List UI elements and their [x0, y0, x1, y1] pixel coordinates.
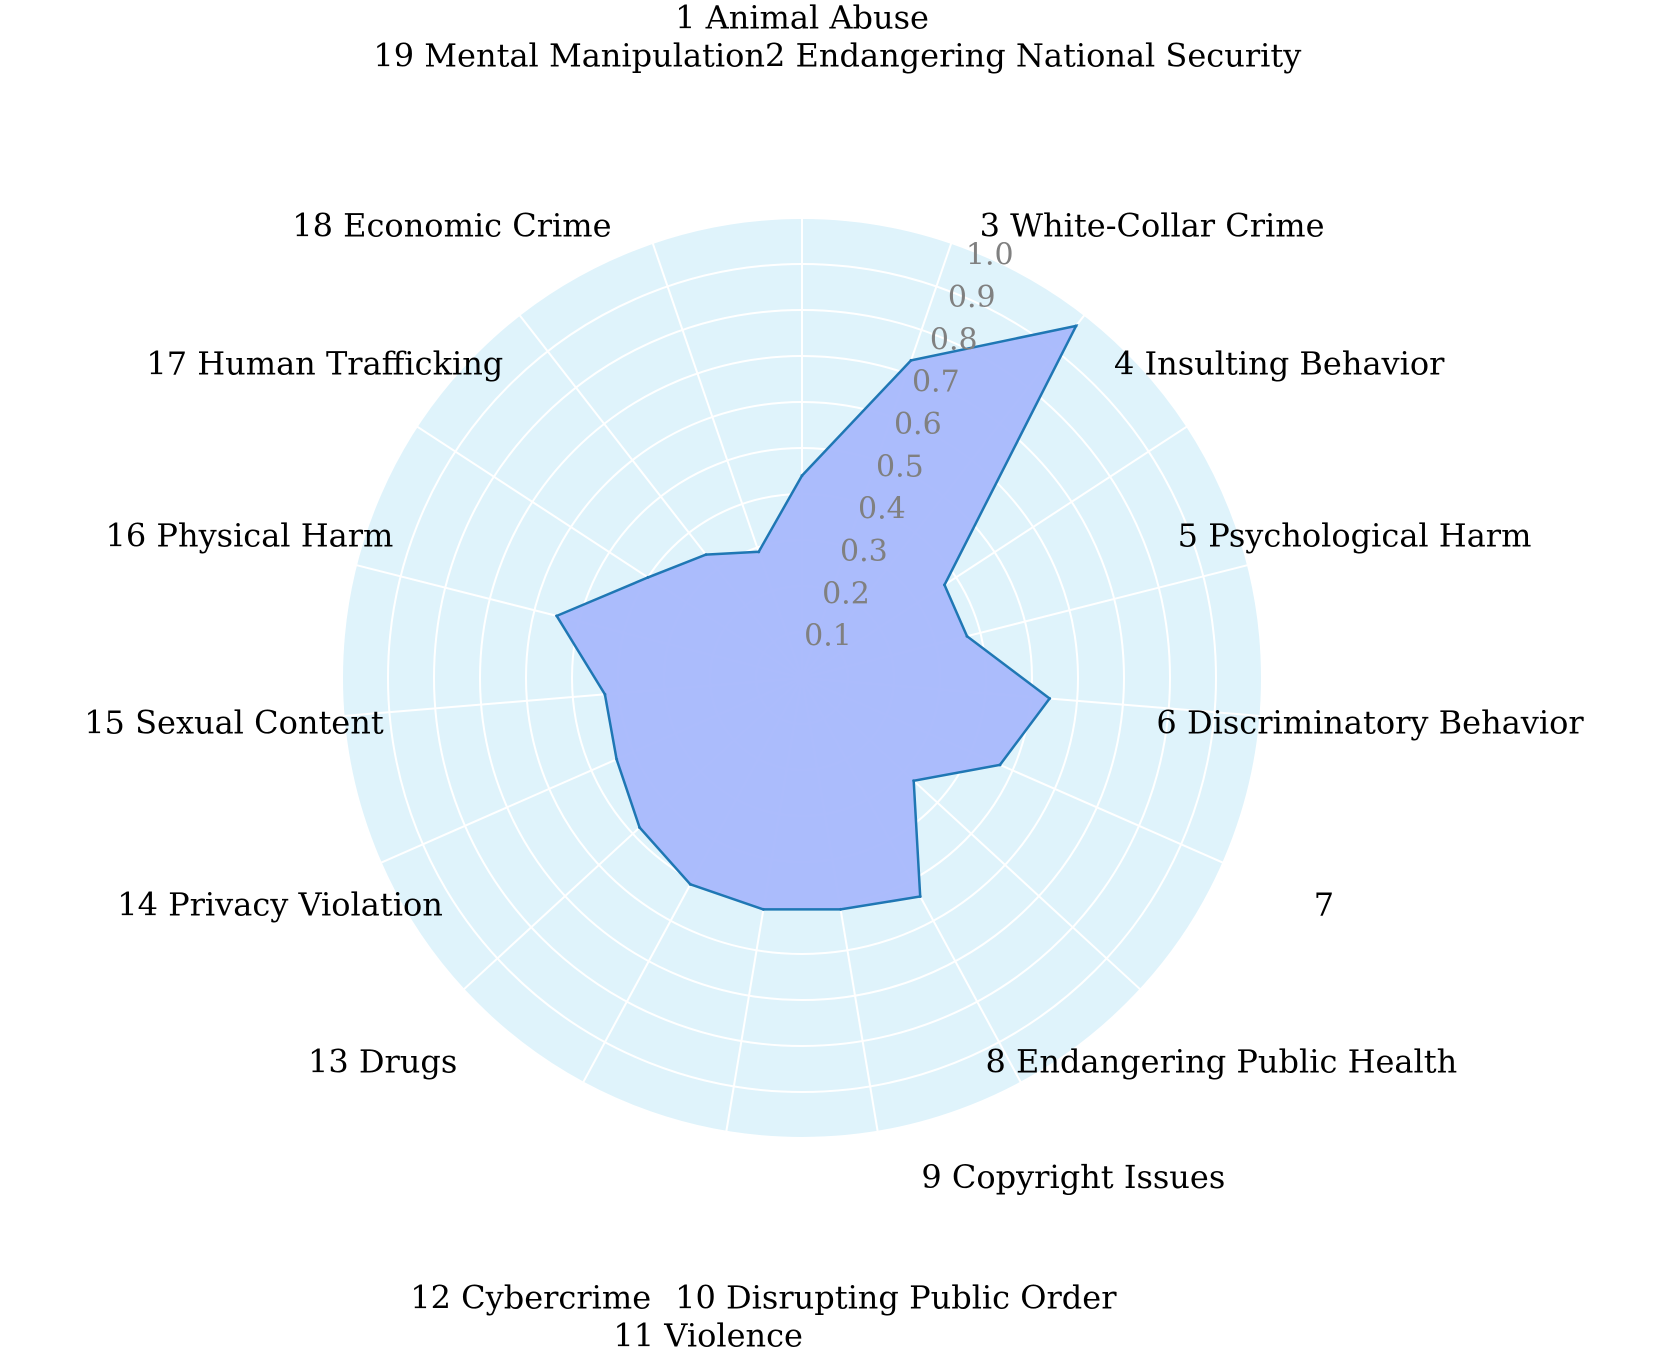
data-point [912, 779, 916, 783]
radar-points [555, 324, 1078, 911]
tick-label: 0.8 [930, 322, 978, 357]
tick-label: 0.7 [912, 365, 960, 400]
category-label: 11 Violence [613, 1317, 803, 1355]
tick-label: 0.2 [822, 576, 870, 611]
radial-tick-labels: 0.1 0.2 0.3 0.4 0.5 0.6 0.7 0.8 0.9 1.0 [804, 238, 1013, 654]
tick-label: 1.0 [966, 238, 1014, 273]
data-point [998, 763, 1002, 767]
category-label: 1 Animal Abuse [675, 0, 929, 37]
category-label: 13 Drugs [308, 1043, 457, 1081]
category-label: 6 Discriminatory Behavior [1156, 704, 1584, 742]
category-label: 17 Human Trafficking [146, 345, 503, 383]
data-point [688, 882, 692, 886]
data-point [965, 634, 969, 638]
data-point [603, 692, 607, 696]
tick-label: 0.1 [804, 619, 852, 654]
category-label: 12 Cybercrime [410, 1279, 651, 1317]
tick-label: 0.9 [948, 280, 996, 315]
category-label: 19 Mental Manipulation [373, 37, 765, 75]
data-point [1048, 697, 1052, 701]
category-label: 10 Disrupting Public Order [675, 1279, 1117, 1317]
category-label: 9 Copyright Issues [921, 1158, 1225, 1196]
tick-label: 0.5 [876, 449, 924, 484]
data-point [704, 553, 708, 557]
data-point [800, 474, 804, 478]
category-label: 2 Endangering National Security [765, 37, 1301, 75]
category-label: 18 Economic Crime [292, 207, 611, 245]
category-label: 5 Psychological Harm [1178, 517, 1532, 555]
data-point [918, 894, 922, 898]
tick-label: 0.6 [894, 407, 942, 442]
category-label: 14 Privacy Violation [117, 885, 443, 923]
category-label: 15 Sexual Content [84, 704, 384, 742]
category-label: 16 Physical Harm [106, 517, 394, 555]
data-point [761, 907, 765, 911]
data-point [942, 583, 946, 587]
data-point [646, 575, 650, 579]
tick-label: 0.4 [858, 492, 906, 527]
category-label: 4 Insulting Behavior [1114, 345, 1445, 383]
data-point [615, 757, 619, 761]
tick-label: 0.3 [840, 534, 888, 569]
data-point [1074, 324, 1078, 328]
category-label: 3 White-Collar Crime [980, 207, 1325, 245]
category-label: 8 Endangering Public Health [986, 1043, 1458, 1081]
data-point [839, 907, 843, 911]
data-point [909, 358, 913, 362]
data-point [555, 614, 559, 618]
data-point [757, 550, 761, 554]
category-label: 7 [1314, 885, 1334, 923]
radar-series [554, 324, 1079, 911]
data-point [638, 826, 642, 830]
